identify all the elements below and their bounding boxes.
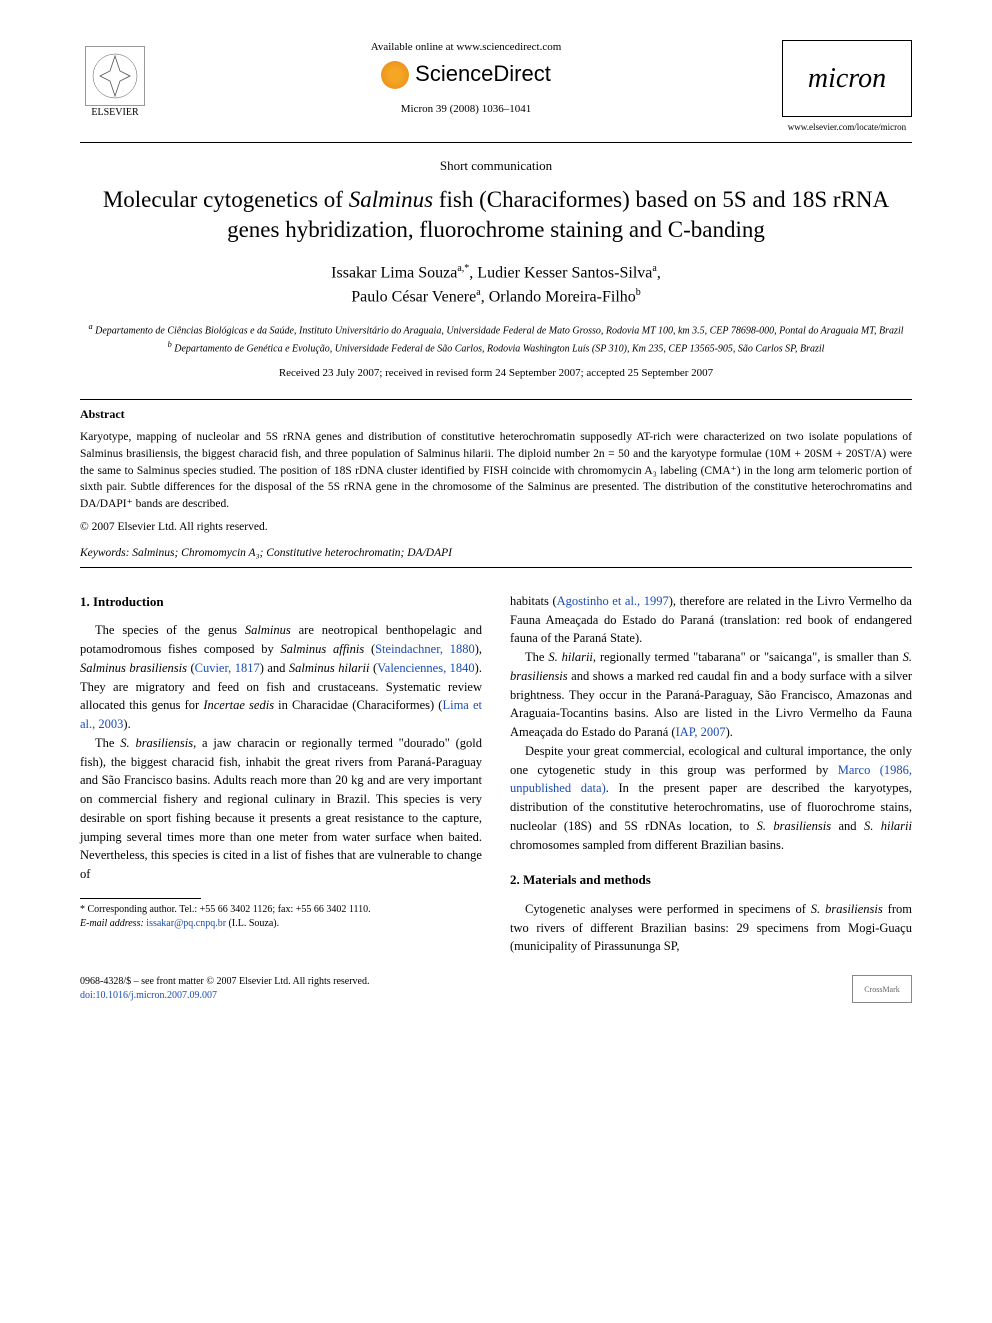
- journal-logo-box: micron www.elsevier.com/locate/micron: [782, 40, 912, 134]
- citation-line: Micron 39 (2008) 1036–1041: [170, 102, 762, 117]
- affiliations: a Departamento de Ciências Biológicas e …: [80, 321, 912, 356]
- copyright-line: © 2007 Elsevier Ltd. All rights reserved…: [80, 519, 912, 535]
- abstract-rule-bottom: [80, 567, 912, 568]
- author-sep: ,: [657, 264, 661, 281]
- author-name: Issakar Lima Souza: [331, 264, 457, 281]
- abstract-body: Karyotype, mapping of nucleolar and 5S r…: [80, 429, 912, 512]
- title-text: Molecular cytogenetics of: [103, 187, 349, 212]
- footnote-line: * Corresponding author. Tel.: +55 66 340…: [80, 903, 482, 917]
- author-affil-marker: a,*: [457, 263, 469, 274]
- issn-line: 0968-4328/$ – see front matter © 2007 El…: [80, 975, 369, 989]
- reference-link[interactable]: Steindachner, 1880: [375, 642, 475, 656]
- email-link[interactable]: issakar@pq.cnpq.br: [144, 918, 229, 929]
- article-type: Short communication: [80, 157, 912, 175]
- body-paragraph: The S. brasiliensis, a jaw characin or r…: [80, 734, 482, 884]
- crossmark-badge[interactable]: CrossMark: [852, 975, 912, 1003]
- authors: Issakar Lima Souzaa,*, Ludier Kesser San…: [80, 261, 912, 310]
- abstract-heading: Abstract: [80, 406, 912, 423]
- abstract-rule-top: [80, 399, 912, 400]
- author-name: Paulo César Venere: [351, 288, 476, 305]
- sciencedirect-swirl-icon: [381, 61, 409, 89]
- center-header: Available online at www.sciencedirect.co…: [150, 40, 782, 118]
- doi-link[interactable]: doi:10.1016/j.micron.2007.09.007: [80, 990, 217, 1001]
- article-history: Received 23 July 2007; received in revis…: [80, 366, 912, 381]
- journal-name: micron: [782, 40, 912, 117]
- author-affil-marker: b: [636, 287, 641, 298]
- elsevier-tree-icon: [85, 46, 145, 106]
- header-rule: [80, 142, 912, 143]
- footnote-rule: [80, 898, 201, 899]
- footnote-line: E-mail address: issakar@pq.cnpq.br (I.L.…: [80, 917, 482, 931]
- author-name: , Orlando Moreira-Filho: [481, 288, 636, 305]
- affiliation-text: Departamento de Ciências Biológicas e da…: [95, 326, 903, 337]
- elsevier-label: ELSEVIER: [91, 106, 138, 120]
- journal-header: ELSEVIER Available online at www.science…: [80, 40, 912, 134]
- affil-marker: b: [168, 340, 172, 349]
- section-heading-intro: 1. Introduction: [80, 592, 482, 612]
- abstract-text: Karyotype, mapping of nucleolar and 5S r…: [80, 431, 912, 510]
- keywords-label: Keywords:: [80, 547, 129, 559]
- section-heading-methods: 2. Materials and methods: [510, 870, 912, 890]
- journal-url: www.elsevier.com/locate/micron: [782, 121, 912, 134]
- article-body: 1. Introduction The species of the genus…: [80, 592, 912, 958]
- sciencedirect-logo: ScienceDirect: [381, 59, 551, 90]
- keywords: Keywords: Salminus; Chromomycin A₃; Cons…: [80, 545, 912, 561]
- article-title: Molecular cytogenetics of Salminus fish …: [80, 185, 912, 245]
- elsevier-logo: ELSEVIER: [80, 40, 150, 120]
- author-name: , Ludier Kesser Santos-Silva: [469, 264, 652, 281]
- page-footer: 0968-4328/$ – see front matter © 2007 El…: [80, 975, 912, 1003]
- keywords-text: Salminus; Chromomycin A₃; Constitutive h…: [129, 547, 452, 559]
- reference-link[interactable]: Agostinho et al., 1997: [557, 594, 669, 608]
- affil-marker: a: [88, 322, 92, 331]
- body-paragraph: habitats (Agostinho et al., 1997), there…: [510, 592, 912, 648]
- affiliation-text: Departamento de Genética e Evolução, Uni…: [174, 343, 824, 354]
- crossmark-label: CrossMark: [864, 984, 900, 995]
- body-paragraph: Cytogenetic analyses were performed in s…: [510, 900, 912, 956]
- title-species: Salminus: [349, 187, 433, 212]
- sciencedirect-label: ScienceDirect: [415, 59, 551, 90]
- body-paragraph: The S. hilarii, regionally termed "tabar…: [510, 648, 912, 742]
- footer-left: 0968-4328/$ – see front matter © 2007 El…: [80, 975, 369, 1003]
- reference-link[interactable]: Valenciennes, 1840: [377, 661, 475, 675]
- body-paragraph: Despite your great commercial, ecologica…: [510, 742, 912, 855]
- doi-line: doi:10.1016/j.micron.2007.09.007: [80, 989, 369, 1003]
- available-online-text: Available online at www.sciencedirect.co…: [170, 40, 762, 55]
- corresponding-author-footnote: * Corresponding author. Tel.: +55 66 340…: [80, 903, 482, 931]
- reference-link[interactable]: Cuvier, 1817: [195, 661, 260, 675]
- body-paragraph: The species of the genus Salminus are ne…: [80, 621, 482, 734]
- reference-link[interactable]: IAP, 2007: [676, 725, 726, 739]
